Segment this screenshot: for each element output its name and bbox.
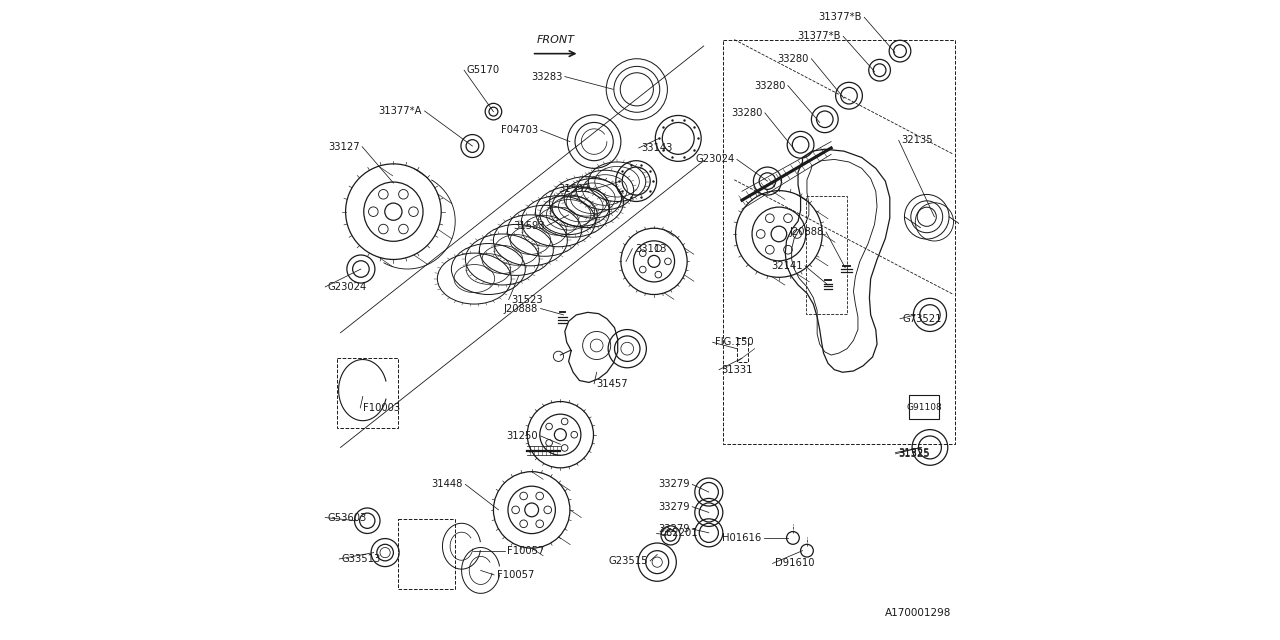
Text: 33280: 33280 [731,108,763,118]
Bar [398,519,456,589]
Text: F10057: F10057 [497,570,534,580]
Text: G5170: G5170 [467,65,499,76]
Text: G73521: G73521 [902,314,942,324]
Text: F04703: F04703 [500,125,538,135]
Text: G23515: G23515 [608,556,648,566]
Text: 31523: 31523 [511,294,543,305]
Text: 33280: 33280 [754,81,786,90]
Text: 31325: 31325 [899,449,929,459]
Text: 31377*B: 31377*B [818,12,861,22]
Text: G23024: G23024 [695,154,735,164]
Text: G33513: G33513 [342,554,381,564]
Text: 31593: 31593 [513,221,544,230]
Text: 33283: 33283 [531,72,562,81]
Text: 33280: 33280 [777,54,809,64]
Text: 31331: 31331 [722,365,753,374]
Text: 31377*B: 31377*B [797,31,841,42]
Text: A170001298: A170001298 [884,608,951,618]
Text: D91610: D91610 [776,559,814,568]
Text: 33113: 33113 [635,244,667,253]
Text: 33279: 33279 [658,502,690,512]
Text: 33279: 33279 [658,524,690,534]
Text: 31325: 31325 [899,447,929,458]
Text: 32135: 32135 [901,135,933,145]
Text: 33143: 33143 [641,143,673,153]
Text: F10003: F10003 [362,403,399,413]
Text: C62201: C62201 [659,529,698,538]
Bar [909,395,940,419]
Text: 31592: 31592 [558,184,590,195]
Text: 31457: 31457 [596,379,628,388]
Text: FRONT: FRONT [536,35,575,45]
Text: F10057: F10057 [507,546,545,556]
Text: H01616: H01616 [722,533,762,543]
Text: J20888: J20888 [790,227,823,237]
Text: 33279: 33279 [658,479,690,490]
Bar [737,338,749,362]
Bar [338,358,398,428]
Text: 31250: 31250 [507,431,538,441]
Text: 33127: 33127 [328,141,360,152]
Text: G23024: G23024 [328,282,367,292]
Text: G53603: G53603 [328,513,367,522]
Text: FIG.150: FIG.150 [716,337,754,348]
Text: G91108: G91108 [906,403,942,412]
Text: J20888: J20888 [504,303,538,314]
Text: 32141: 32141 [771,261,803,271]
Text: 31377*A: 31377*A [379,106,422,116]
Bar [805,196,847,314]
Text: 31448: 31448 [431,479,463,490]
